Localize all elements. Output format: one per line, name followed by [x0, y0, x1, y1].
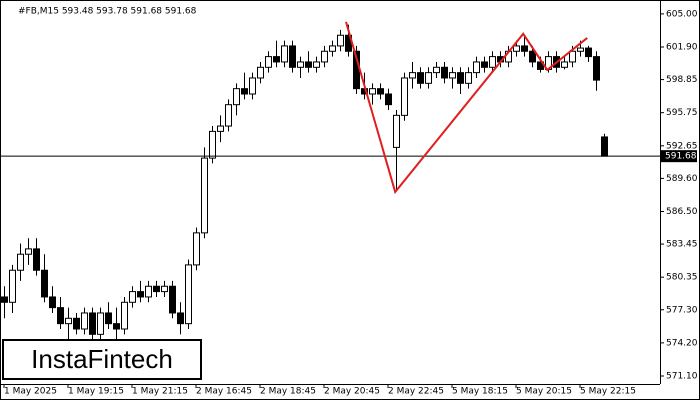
x-tick-label: 1 May 21:15: [132, 387, 188, 397]
candle-body: [25, 248, 32, 255]
candle-body: [65, 317, 72, 325]
candle-body: [41, 269, 48, 298]
candle-body: [1, 296, 8, 303]
candle-body: [585, 47, 592, 58]
candle-body: [49, 296, 56, 309]
x-tick-label: 5 May 18:15: [452, 387, 508, 397]
last-price-box: [661, 150, 697, 163]
candle-body: [9, 269, 16, 303]
candle-body: [233, 88, 240, 106]
candle-body: [529, 50, 536, 63]
candle-body: [105, 312, 112, 325]
x-tick-label: 1 May 2025: [4, 387, 57, 397]
candle-body: [265, 56, 272, 68]
candle-body: [281, 45, 288, 63]
candle-body: [305, 61, 312, 68]
candle-body: [577, 47, 584, 52]
y-tick-label: 601.90: [666, 42, 698, 52]
chart-title: #FB,M15 593.48 593.78 591.68 591.68: [18, 7, 197, 17]
candle-body: [473, 61, 480, 74]
x-tick-label: 2 May 22:45: [388, 387, 444, 397]
candle-body: [249, 77, 256, 95]
candle-body: [337, 34, 344, 47]
candle-body: [433, 66, 440, 74]
candle-body: [313, 61, 320, 68]
y-tick-label: 583.45: [666, 240, 698, 250]
candle-body: [217, 125, 224, 132]
candle-body: [481, 61, 488, 68]
candle-body: [169, 285, 176, 314]
candle-body: [385, 93, 392, 106]
candle-body: [401, 77, 408, 116]
candle-body: [177, 312, 184, 325]
candle-body: [225, 104, 232, 127]
candle-body: [121, 301, 128, 330]
y-tick-label: 598.85: [666, 75, 698, 85]
candle-body: [513, 45, 520, 52]
candle-body: [465, 72, 472, 84]
candle-body: [161, 285, 168, 293]
candle-body: [113, 323, 120, 330]
candle-body: [521, 45, 528, 52]
y-tick-label: 595.75: [666, 108, 698, 118]
candle-body: [369, 88, 376, 95]
y-tick-label: 605.00: [666, 9, 698, 19]
candle-body: [417, 72, 424, 84]
candle-body: [297, 61, 304, 68]
candle-body: [569, 50, 576, 63]
candle-body: [561, 61, 568, 68]
candle-body: [81, 312, 88, 330]
y-tick-label: 574.20: [666, 338, 698, 348]
y-tick-label: 577.30: [666, 305, 698, 315]
candle-body: [441, 66, 448, 79]
y-tick-label: 589.60: [666, 174, 698, 184]
candle-body: [425, 72, 432, 84]
x-tick-label: 2 May 18:45: [260, 387, 316, 397]
candle-body: [209, 130, 216, 159]
x-tick-label: 5 May 20:15: [516, 387, 572, 397]
candle-body: [393, 114, 400, 148]
y-tick-label: 592.65: [666, 141, 698, 151]
x-tick-label: 2 May 16:45: [196, 387, 252, 397]
candle-body: [153, 285, 160, 293]
candle-body: [73, 317, 80, 330]
candle-body: [449, 72, 456, 79]
candle-body: [129, 291, 136, 303]
candle-body: [593, 56, 600, 81]
candle-body: [409, 72, 416, 79]
candle-body: [241, 88, 248, 95]
candle-body: [193, 232, 200, 266]
candle-body: [489, 56, 496, 68]
candle-body: [321, 50, 328, 63]
x-tick-label: 2 May 20:45: [324, 387, 380, 397]
x-tick-label: 1 May 19:15: [68, 387, 124, 397]
pattern-line: [345, 21, 588, 195]
x-tick-label: 5 May 22:15: [580, 387, 636, 397]
candle-body: [329, 45, 336, 52]
candle-body: [273, 56, 280, 63]
y-tick-label: 571.10: [666, 371, 698, 381]
candle-body: [257, 66, 264, 79]
candle-body: [457, 72, 464, 84]
candle-body: [377, 88, 384, 95]
candle-body: [57, 307, 64, 325]
candle-body: [201, 157, 208, 234]
candle-body: [289, 45, 296, 68]
candle-body: [137, 291, 144, 298]
candle-body: [17, 253, 24, 271]
candle-body: [89, 312, 96, 335]
y-tick-label: 580.35: [666, 273, 698, 283]
last-price-label: 591.68: [665, 152, 697, 162]
logo: InstaFintech: [31, 344, 173, 374]
candle-body: [145, 285, 152, 298]
candle-body: [185, 264, 192, 325]
candle-body: [33, 248, 40, 271]
y-tick-label: 586.50: [666, 207, 698, 217]
candle-body: [97, 312, 104, 335]
logo-box: [2, 339, 202, 380]
candle-body: [601, 136, 608, 157]
